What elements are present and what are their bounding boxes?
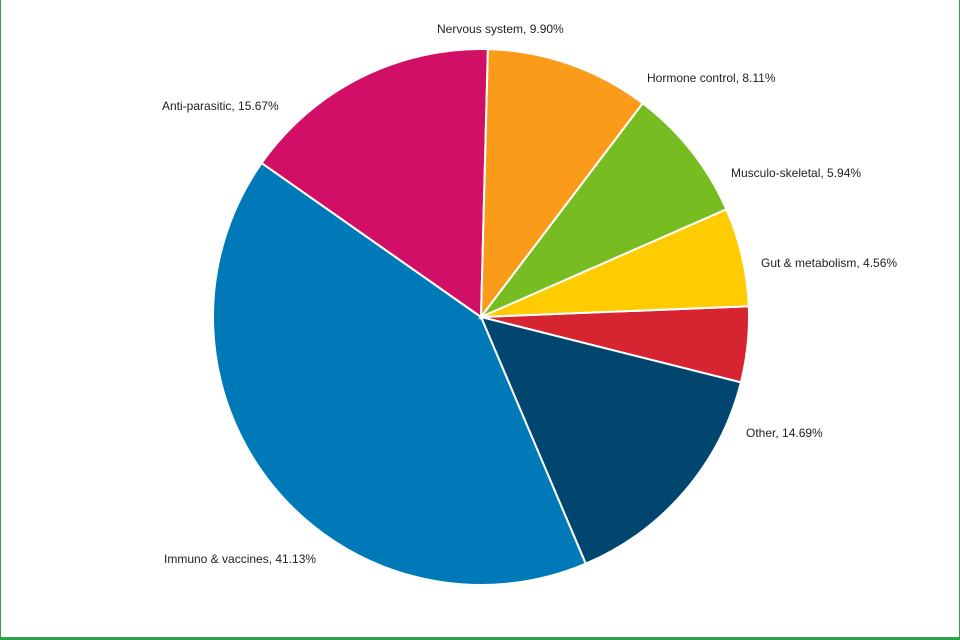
pie-slice-musculo-skeletal [480, 208, 750, 318]
slice-label-gut-metabolism: Gut & metabolism, 4.56% [761, 256, 897, 270]
slice-label-immuno-vaccines: Immuno & vaccines, 41.13% [164, 552, 316, 566]
pie-slice-anti-parasitic [260, 48, 489, 319]
slice-label-hormone-control: Hormone control, 8.11% [647, 71, 776, 85]
pie-slice-nervous-system [479, 48, 645, 321]
pie-slice-other [479, 315, 743, 566]
pie-labels: Gut & metabolism, 4.56% Other, 14.69% Immu… [162, 22, 897, 566]
pie-slices [211, 48, 750, 587]
slice-label-other: Other, 14.69% [746, 426, 823, 440]
slice-label-musculo-skeletal: Musculo-skeletal, 5.94% [731, 166, 861, 180]
slice-label-nervous-system: Nervous system, 9.90% [437, 22, 564, 36]
pie-slice-immuno-vaccines [211, 161, 588, 587]
slice-label-anti-parasitic: Anti-parasitic, 15.67% [162, 99, 279, 113]
pie-slice-hormone-control [477, 101, 728, 320]
